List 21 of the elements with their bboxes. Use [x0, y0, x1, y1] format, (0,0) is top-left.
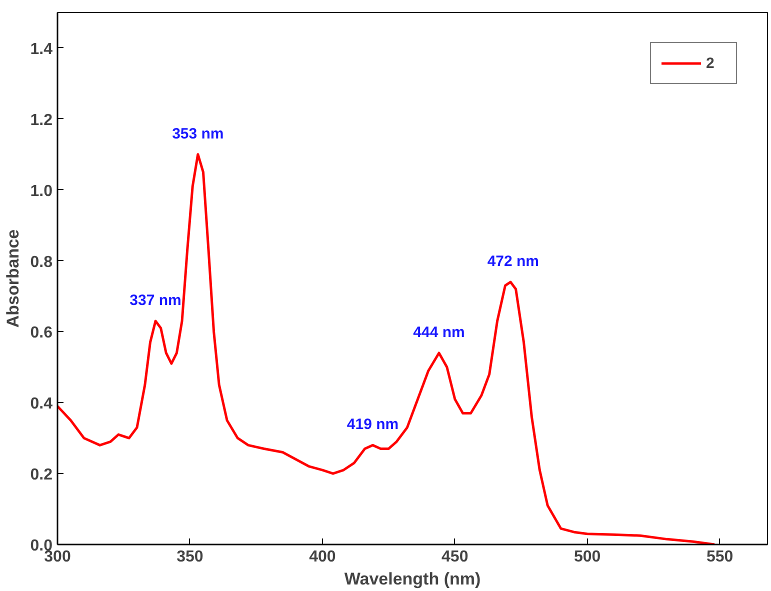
- annotation: 419 nm: [346, 416, 399, 434]
- x-tick-label: 400: [309, 548, 336, 566]
- annotation: 353 nm: [172, 125, 224, 142]
- line-series: [58, 153, 716, 544]
- y-axis-title: Absorbance: [3, 229, 22, 328]
- y-tick-label: 1.0: [30, 182, 53, 200]
- y-tick-label: 0.8: [30, 254, 53, 271]
- annotation: 444 nm: [413, 324, 465, 341]
- annotation: 337 nm: [130, 292, 182, 310]
- legend-label: 2: [706, 54, 716, 72]
- y-tick-label: 1.4: [30, 40, 53, 58]
- y-tick-label: 0.2: [30, 466, 53, 484]
- y-tick-label: 0.6: [30, 324, 53, 342]
- y-tick-label: 0.4: [30, 396, 53, 413]
- x-tick-label: 450: [442, 548, 468, 566]
- x-axis-title: Wavelength (nm): [344, 570, 481, 588]
- x-tick-label: 350: [176, 548, 204, 566]
- x-tick-label: 500: [574, 548, 601, 566]
- annotation: 472 nm: [487, 253, 540, 270]
- x-tick-label: 550: [706, 548, 734, 566]
- y-tick-label: 1.2: [30, 112, 53, 129]
